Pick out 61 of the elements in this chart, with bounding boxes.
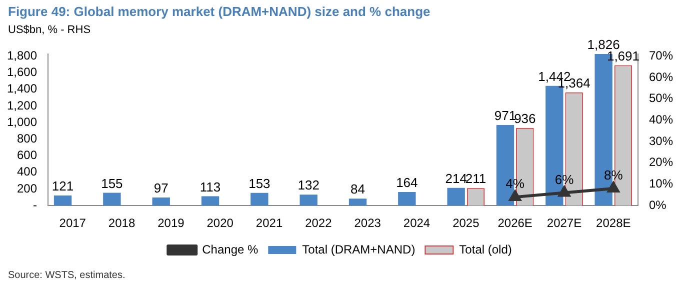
y2-tick-label: 30%: [648, 134, 674, 148]
bar: [54, 196, 72, 206]
legend-label: Total (DRAM+NAND): [302, 242, 416, 256]
bar: [398, 192, 416, 206]
x-tick-label: 2024: [403, 216, 430, 230]
y2-tick-label: 60%: [648, 70, 674, 84]
x-tick-label: 2018: [108, 216, 136, 230]
data-label: 971: [494, 108, 516, 124]
bar: [152, 198, 170, 206]
bar: [300, 194, 318, 206]
chart-title: Figure 49: Global memory market (DRAM+NAND) size and % change: [8, 4, 430, 19]
bar: [250, 192, 268, 206]
y-tick-label: 200: [17, 181, 38, 196]
legend-label: Total (old): [459, 242, 512, 256]
y2-tick-label: 70%: [648, 48, 674, 62]
x-tick-label: 2026E: [498, 216, 532, 230]
data-label: 113: [200, 179, 221, 194]
bar: [103, 192, 121, 206]
data-label: 153: [248, 176, 270, 191]
legend-label: Change %: [202, 242, 258, 256]
data-label: 214: [445, 170, 467, 186]
data-label: 121: [52, 178, 74, 194]
x-tick-label: 2025: [452, 216, 480, 230]
y2-tick-label: 20%: [648, 155, 674, 170]
y-tick-label: 1,000: [7, 114, 38, 129]
y-tick-label: 600: [17, 148, 38, 162]
y2-tick-label: 10%: [648, 176, 674, 191]
bar: [447, 188, 465, 206]
x-tick-label: 2017: [59, 216, 86, 230]
x-tick-label: 2022: [305, 216, 332, 230]
bar: [348, 198, 367, 206]
x-tick-label: 2020: [206, 216, 234, 230]
y-tick-label: 1,600: [7, 65, 38, 80]
data-label: 4%: [506, 176, 525, 192]
bar: [201, 196, 220, 206]
source-note: Source: WSTS, estimates.: [8, 270, 126, 281]
data-label: 84: [350, 182, 365, 197]
y-tick-label: 1,200: [7, 98, 38, 112]
x-tick-label: 2027E: [546, 216, 582, 230]
point: [558, 186, 570, 197]
x-tick-label: 2021: [256, 216, 283, 230]
data-label: 211: [465, 171, 486, 186]
y2-tick-label: 40%: [648, 112, 674, 127]
x-tick-label: 2023: [354, 216, 382, 230]
y-tick-label: 800: [17, 131, 38, 146]
point: [509, 190, 521, 202]
point: [608, 182, 620, 193]
data-label: 164: [396, 175, 418, 190]
y2-tick-label: 0%: [648, 198, 667, 212]
data-label: 132: [298, 178, 320, 193]
data-label: 97: [154, 180, 168, 196]
y2-tick-label: 50%: [648, 91, 674, 106]
y-tick-label: -: [33, 198, 38, 212]
chart-subtitle: US$bn, % - RHS: [8, 24, 91, 36]
x-tick-label: 2028E: [596, 216, 631, 230]
y-tick-label: 1,400: [7, 82, 38, 96]
y-tick-label: 1,800: [7, 48, 38, 62]
y-tick-label: 400: [17, 164, 38, 179]
data-label: 936: [514, 110, 536, 126]
data-label: 155: [101, 176, 123, 191]
x-tick-label: 2019: [158, 216, 185, 230]
